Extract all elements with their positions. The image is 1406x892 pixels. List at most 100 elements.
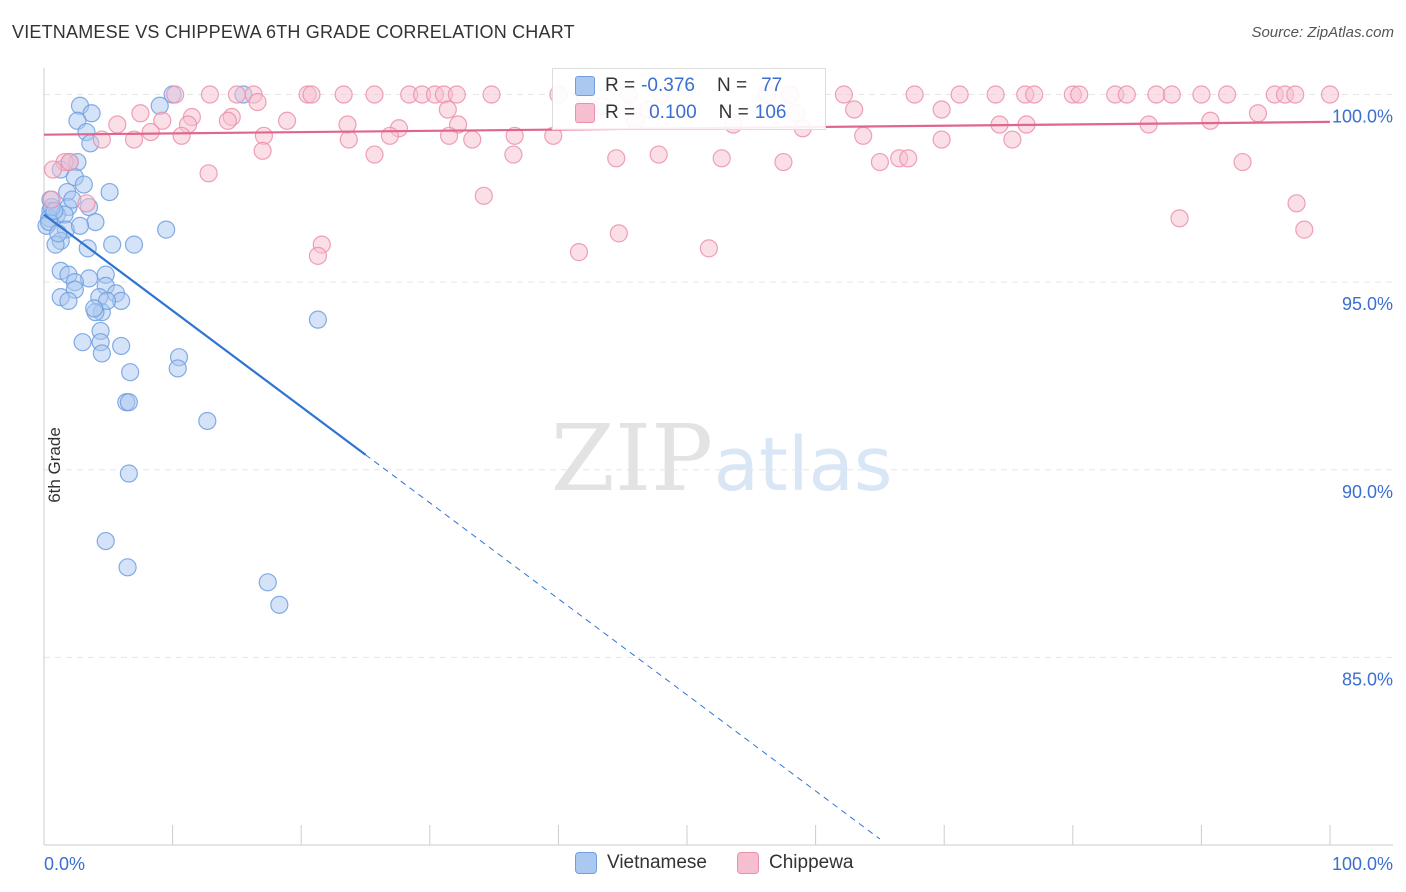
y-tick-label: 90.0%	[1342, 482, 1393, 502]
chippewa-point	[932, 100, 951, 119]
stats-row-chippewa: R = 0.100 N = 106	[575, 100, 786, 126]
stats-row-vietnamese: R = -0.376 N = 77	[575, 73, 782, 99]
chippewa-point	[141, 122, 160, 142]
vietnamese-points	[37, 85, 328, 614]
chippewa-point	[1286, 85, 1305, 104]
vietnamese-point	[59, 291, 78, 310]
chippewa-point	[60, 152, 79, 172]
watermark: ZIP atlas	[551, 405, 893, 512]
chippewa-point	[649, 145, 668, 164]
chippewa-point	[166, 85, 185, 104]
vietnamese-point	[124, 235, 144, 254]
vietnamese-point	[118, 558, 137, 577]
watermark-atlas: atlas	[714, 422, 893, 508]
chippewa-point	[1295, 220, 1314, 239]
chippewa-point	[1218, 85, 1237, 104]
chippewa-point	[1192, 85, 1211, 104]
chippewa-point	[365, 85, 384, 104]
chippewa-point	[854, 126, 873, 145]
chippewa-point	[42, 190, 61, 209]
chippewa-point	[131, 104, 150, 123]
chippewa-point	[447, 85, 466, 104]
chippewa-point	[1233, 152, 1252, 172]
chippewa-point	[227, 85, 246, 104]
chippewa-point	[870, 152, 890, 172]
chippewa-point	[905, 85, 924, 104]
chippewa-point	[932, 130, 951, 149]
vietnamese-point	[92, 344, 111, 363]
vietnamese-point	[70, 216, 90, 235]
gridlines	[44, 94, 1393, 658]
stats-swatch-vietnamese	[575, 76, 595, 96]
vietnamese-point	[168, 359, 187, 378]
chippewa-point	[1117, 85, 1136, 104]
chippewa-point	[504, 145, 523, 164]
vietnamese-point	[74, 175, 93, 194]
vietnamese-point	[49, 224, 68, 243]
chart-title: VIETNAMESE VS CHIPPEWA 6TH GRADE CORRELA…	[12, 22, 575, 42]
chippewa-point	[607, 149, 626, 168]
n-value-vietnamese: 77	[761, 75, 783, 96]
watermark-zip: ZIP	[551, 405, 713, 512]
chippewa-point	[1162, 85, 1181, 104]
y-tick-label: 95.0%	[1342, 294, 1393, 314]
chippewa-point	[277, 111, 297, 130]
chippewa-point	[474, 186, 493, 205]
vietnamese-point	[121, 363, 140, 382]
chippewa-point	[43, 160, 63, 179]
chippewa-point	[986, 85, 1005, 104]
chippewa-point	[365, 145, 384, 164]
chippewa-point	[172, 126, 191, 145]
r-label: R =	[605, 102, 636, 123]
x-tick-label: 100.0%	[1332, 854, 1393, 874]
chippewa-point	[92, 130, 111, 149]
chippewa-point	[1025, 85, 1044, 104]
vietnamese-trend-line	[43, 213, 367, 456]
legend-label-vietnamese: Vietnamese	[607, 852, 707, 873]
chippewa-point	[505, 126, 524, 145]
chippewa-point	[1201, 111, 1220, 130]
chippewa-point	[199, 164, 218, 183]
chart-source: Source: ZipAtlas.com	[1251, 24, 1394, 41]
vietnamese-point	[258, 573, 277, 592]
y-tick-labels: 100.0% 95.0% 90.0% 85.0%	[1332, 107, 1393, 690]
chippewa-point	[77, 194, 96, 213]
chippewa-point	[124, 130, 144, 149]
vietnamese-point	[100, 182, 119, 202]
vietnamese-point	[119, 464, 138, 483]
n-label: N =	[716, 75, 748, 96]
vietnamese-point	[73, 333, 92, 352]
chippewa-point	[200, 85, 219, 104]
legend: Vietnamese Chippewa	[575, 852, 854, 874]
legend-swatch-vietnamese	[575, 852, 597, 874]
legend-swatch-chippewa	[737, 852, 759, 874]
vietnamese-point	[157, 220, 176, 239]
x-tick-label: 0.0%	[44, 854, 85, 874]
y-tick-label: 100.0%	[1332, 107, 1393, 127]
legend-item-vietnamese[interactable]: Vietnamese	[575, 852, 707, 874]
vietnamese-point	[103, 235, 122, 254]
chippewa-point	[108, 115, 127, 134]
chippewa-point	[699, 239, 718, 258]
chippewa-point	[438, 100, 457, 119]
chippewa-point	[302, 85, 321, 104]
chippewa-point	[254, 126, 274, 145]
chippewa-point	[1320, 85, 1340, 104]
chippewa-point	[1287, 194, 1306, 213]
chippewa-point	[334, 85, 353, 104]
chippewa-point	[899, 149, 918, 168]
vietnamese-trend-extension	[365, 454, 881, 840]
chippewa-point	[253, 141, 272, 160]
chippewa-points	[42, 85, 1340, 265]
chippewa-point	[1003, 130, 1022, 149]
legend-item-chippewa[interactable]: Chippewa	[737, 852, 854, 874]
vietnamese-point	[96, 531, 115, 551]
vietnamese-point	[270, 595, 289, 614]
vietnamese-point	[82, 104, 101, 123]
r-value-vietnamese: -0.376	[641, 75, 695, 96]
vietnamese-point	[85, 299, 104, 318]
n-value-chippewa: 106	[754, 102, 787, 123]
n-label: N =	[718, 102, 749, 123]
vietnamese-point	[119, 393, 138, 412]
